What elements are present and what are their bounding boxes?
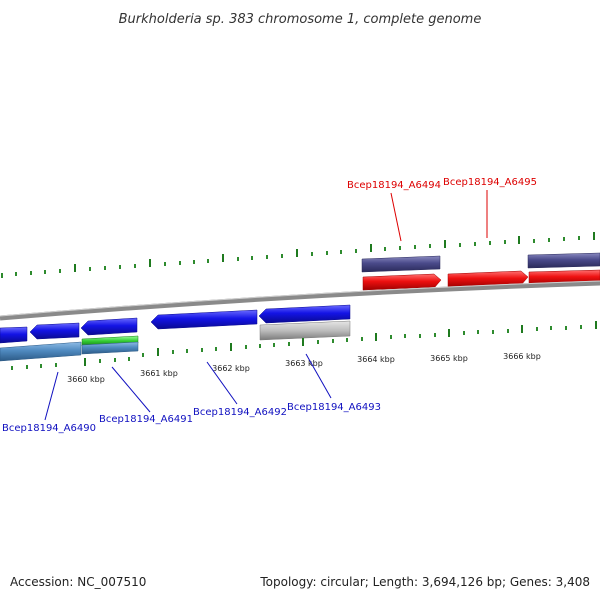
scale-label-3664: 3664 kbp: [357, 355, 395, 364]
backbone-arc: [0, 280, 600, 321]
gene-label-a6490[interactable]: Bcep18194_A6490: [2, 423, 96, 434]
leader-line-a6494: [390, 192, 402, 242]
scale-label-3663: 3663 kbp: [285, 359, 323, 368]
scale-label-3665: 3665 kbp: [430, 354, 468, 363]
scale-labels: 3660 kbp 3661 kbp 3662 kbp 3663 kbp 3664…: [67, 352, 541, 384]
gene-bcep18194-a6495[interactable]: [447, 270, 529, 288]
leader-line-a6492: [206, 361, 238, 405]
reverse-strand-genes: [0, 304, 351, 362]
gene-bcep18194-a6492[interactable]: [150, 309, 258, 330]
gene-label-a6493[interactable]: Bcep18194_A6493: [287, 402, 381, 413]
leader-line-a6490: [44, 371, 59, 421]
gene-forward-next-upper[interactable]: [527, 252, 600, 269]
gene-label-a6492[interactable]: Bcep18194_A6492: [193, 407, 287, 418]
gene-bcep18194-a6493-grey[interactable]: [259, 320, 351, 341]
scale-label-3660: 3660 kbp: [67, 375, 105, 384]
backbone-highlight: [0, 280, 600, 317]
gene-bcep18194-a6494[interactable]: [362, 273, 442, 291]
top-gene-labels: Bcep18194_A6494 Bcep18194_A6495: [347, 177, 537, 242]
map-title: Burkholderia sp. 383 chromosome 1, compl…: [119, 12, 482, 27]
forward-strand-genes: [361, 252, 600, 291]
scale-label-3661: 3661 kbp: [140, 369, 178, 378]
inner-tick-ring: [11, 321, 597, 370]
leader-line-a6493: [305, 353, 332, 399]
gene-bcep18194-a6494-upper[interactable]: [361, 255, 441, 273]
gene-label-a6494[interactable]: Bcep18194_A6494: [347, 180, 441, 191]
backbone: [0, 280, 600, 321]
bottom-gene-labels: Bcep18194_A6490 Bcep18194_A6491 Bcep1819…: [2, 353, 381, 434]
gene-label-a6491[interactable]: Bcep18194_A6491: [99, 414, 193, 425]
gene-bcep18194-a6490[interactable]: [29, 322, 80, 340]
gene-bcep18194-a6489[interactable]: [0, 326, 28, 344]
gene-bcep18194-a6493[interactable]: [258, 304, 351, 324]
leader-line-a6491: [111, 366, 151, 413]
scale-label-3662: 3662 kbp: [212, 364, 250, 373]
accession-text: Accession: NC_007510: [10, 575, 146, 589]
topology-text: Topology: circular; Length: 3,694,126 bp…: [259, 575, 590, 589]
outer-tick-ring: [1, 232, 595, 278]
gene-label-a6495[interactable]: Bcep18194_A6495: [443, 177, 537, 188]
gene-bcep18194-a6491-lower[interactable]: [81, 341, 139, 355]
scale-label-3666: 3666 kbp: [503, 352, 541, 361]
gene-bcep18194-a6491[interactable]: [80, 317, 138, 336]
gene-bcep18194-a6490-lower[interactable]: [0, 341, 82, 362]
